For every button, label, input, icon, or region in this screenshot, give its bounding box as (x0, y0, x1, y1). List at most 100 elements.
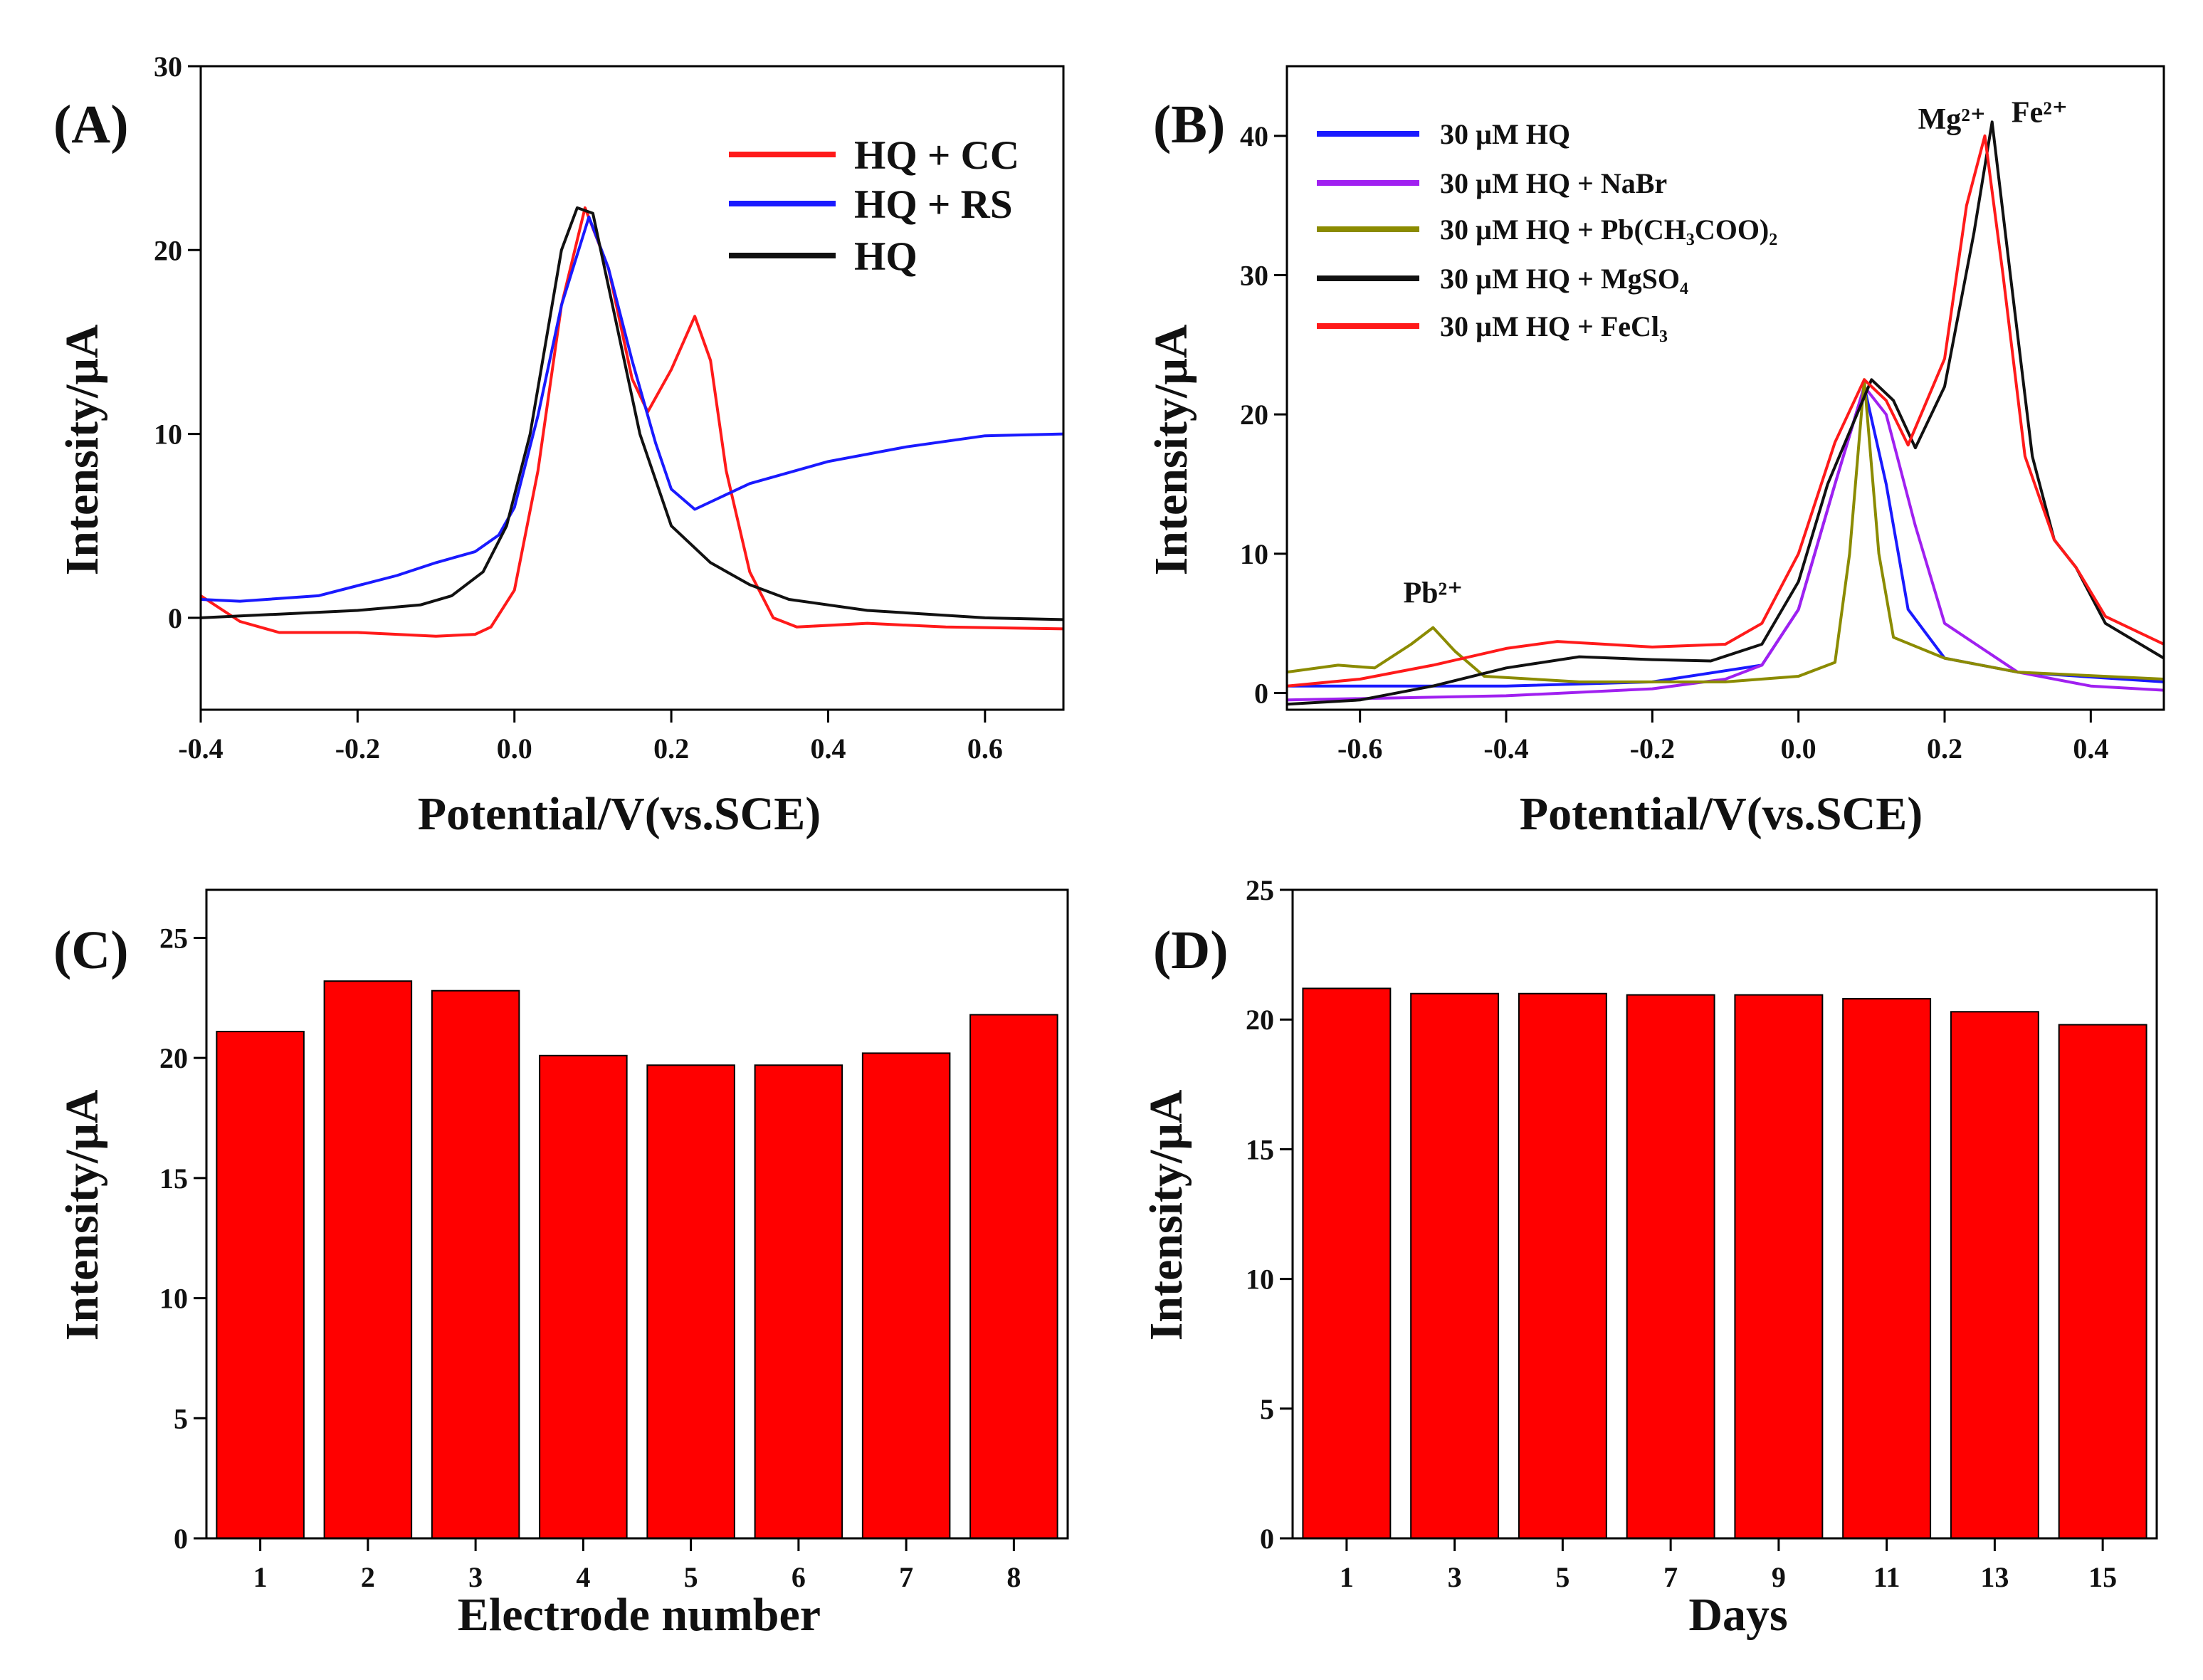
y-tick-label: 5 (174, 1402, 188, 1434)
series-line-3 (1287, 120, 2164, 706)
x-tick-label: 0.0 (1781, 733, 1816, 765)
bar (323, 980, 413, 1539)
series-line-1 (201, 215, 1063, 603)
y-tick-label: 15 (1246, 1133, 1274, 1165)
x-tick-label: 4 (576, 1561, 590, 1593)
bar (216, 1031, 305, 1539)
plot-frame (1285, 65, 2165, 711)
x-tick-label: 0.2 (1927, 733, 1962, 765)
x-tick-label: 3 (468, 1561, 483, 1593)
series-line-0 (201, 206, 1063, 638)
y-axis-title: Intensity/μA (1145, 324, 1197, 575)
y-tick-label: 0 (1260, 1523, 1274, 1555)
x-axis-title: Potential/V(vs.SCE) (418, 788, 821, 840)
panel-b: 30 µM HQ 30 µM HQ + NaBr 30 µM HQ + Pb(CH₃… (1145, 65, 2165, 840)
x-tick-label: -0.4 (178, 733, 223, 765)
peak-annotation: Mg²⁺ (1918, 103, 1986, 136)
x-tick-label: 5 (684, 1561, 698, 1593)
y-tick-label: 30 (154, 51, 182, 83)
y-axis-title: Intensity/μA (56, 324, 108, 575)
bar (1734, 994, 1824, 1540)
x-tick-label: 1 (253, 1561, 268, 1593)
y-tick-label: 0 (1254, 678, 1268, 710)
x-tick-label: 7 (899, 1561, 913, 1593)
bar (754, 1064, 843, 1539)
bar (1626, 994, 1715, 1540)
bar (1950, 1011, 2039, 1539)
x-tick-label: 9 (1772, 1561, 1786, 1593)
y-tick-label: 20 (154, 234, 182, 266)
x-tick-label: 3 (1448, 1561, 1462, 1593)
x-tick-label: -0.6 (1337, 733, 1382, 765)
x-tick-label: -0.2 (1630, 733, 1675, 765)
y-tick-label: 30 (1240, 260, 1268, 292)
x-tick-label: 8 (1006, 1561, 1021, 1593)
x-tick-label: 0.2 (653, 733, 689, 765)
series-line-0 (1287, 385, 2164, 688)
x-tick-label: 1 (1340, 1561, 1354, 1593)
legend-label: 30 µM HQ + NaBr (1440, 167, 1667, 199)
bar (1302, 987, 1392, 1540)
y-tick-label: 10 (1246, 1264, 1274, 1296)
legend-label: 30 µM HQ + Pb(CH₃COO)₂ (1440, 214, 1777, 246)
y-tick-label: 5 (1260, 1393, 1274, 1425)
bar (1518, 992, 1607, 1539)
panel-label: (A) (53, 95, 129, 154)
peak-annotation: Pb²⁺ (1403, 577, 1463, 609)
series-line-1 (1287, 385, 2164, 702)
x-tick-label: 0.6 (967, 733, 1003, 765)
panel-label: (B) (1153, 95, 1225, 154)
y-tick-label: 20 (159, 1042, 188, 1074)
legend-label: HQ + CC (854, 133, 1019, 178)
y-tick-label: 10 (159, 1283, 188, 1315)
series-line-2 (201, 206, 1063, 621)
y-axis-title: Intensity/μA (56, 1089, 108, 1340)
legend-label: HQ + RS (854, 182, 1013, 227)
plot-frame (199, 65, 1065, 711)
plot-frame (1291, 888, 2158, 1540)
x-tick-label: 0.0 (497, 733, 532, 765)
bar (969, 1014, 1058, 1540)
y-tick-label: 10 (1240, 538, 1268, 570)
bar (1842, 998, 1932, 1539)
y-tick-label: 0 (174, 1523, 188, 1555)
y-tick-label: 40 (1240, 120, 1268, 152)
panel-c: 0 5 10 15 20 25 1 2 3 4 5 6 7 8 (C) Electrode number Int… (53, 888, 1069, 1641)
y-tick-label: 15 (159, 1162, 188, 1195)
panel-label: (D) (1153, 920, 1229, 980)
bar (646, 1064, 735, 1539)
legend-label: 30 µM HQ + FeCl₃ (1440, 310, 1668, 342)
x-tick-label: 0.4 (2073, 733, 2108, 765)
y-tick-label: 20 (1246, 1004, 1274, 1036)
plot-frame (205, 888, 1069, 1540)
y-tick-label: 20 (1240, 399, 1268, 431)
y-tick-label: 10 (154, 419, 182, 451)
panel-label: (C) (53, 920, 129, 980)
series-line-2 (1287, 378, 2164, 683)
x-tick-label: 13 (1980, 1561, 2009, 1593)
x-tick-label: 7 (1663, 1561, 1678, 1593)
bar (861, 1052, 951, 1539)
x-tick-label: 11 (1873, 1561, 1900, 1593)
y-tick-label: 25 (159, 922, 188, 954)
x-tick-label: 5 (1555, 1561, 1570, 1593)
bar (539, 1054, 628, 1540)
x-axis-title: Potential/V(vs.SCE) (1520, 788, 1923, 840)
bar (2058, 1024, 2147, 1540)
series-line-4 (1287, 134, 2164, 688)
bar (431, 989, 520, 1539)
y-tick-label: 0 (168, 602, 182, 634)
x-tick-label: -0.4 (1483, 733, 1528, 765)
bar (1410, 992, 1500, 1539)
y-axis-title: Intensity/μA (1140, 1089, 1192, 1340)
legend-label: 30 µM HQ + MgSO₄ (1440, 263, 1688, 295)
y-tick-label: 25 (1246, 874, 1274, 906)
x-tick-label: 0.4 (810, 733, 846, 765)
x-axis-title: Days (1688, 1589, 1787, 1641)
x-tick-label: -0.2 (335, 733, 380, 765)
x-tick-label: 2 (361, 1561, 375, 1593)
legend-label: HQ (854, 234, 918, 279)
